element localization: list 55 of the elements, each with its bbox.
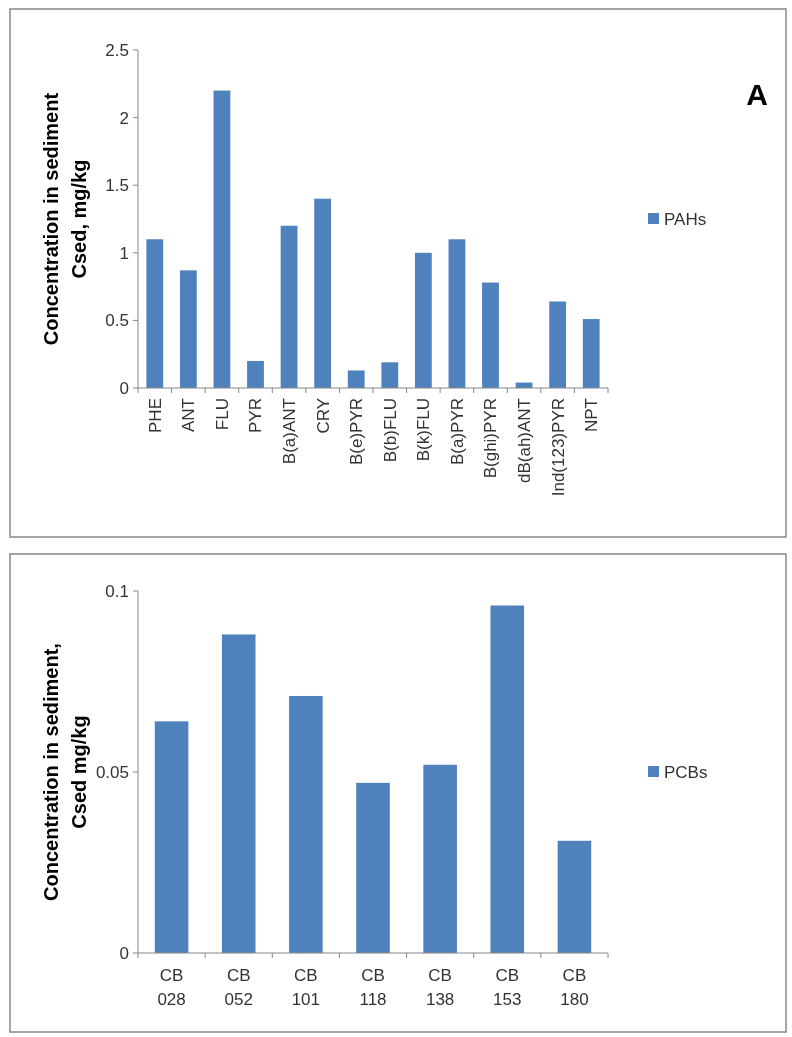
x-tick-label: B(b)FLU: [380, 398, 400, 463]
bar: [356, 782, 390, 953]
bar: [582, 319, 600, 388]
bar: [179, 270, 197, 388]
x-tick-label: CB 153: [493, 966, 522, 1009]
bar: [557, 840, 592, 953]
x-tick-label: B(k)FLU: [414, 398, 434, 462]
y-tick-label: 1: [119, 243, 129, 263]
y-tick-label: 0: [119, 378, 129, 398]
x-tick-label: B(a)ANT: [280, 398, 300, 465]
y-axis-title: Concentration in sediment Csed, mg/kg: [40, 92, 90, 346]
x-tick-label: CB 101: [291, 966, 321, 1009]
bar: [448, 239, 466, 388]
x-tick-label: Ind(123)PYR: [548, 398, 568, 497]
x-tick-label: CB 138: [425, 966, 455, 1009]
x-tick-label: PYR: [246, 398, 266, 433]
x-tick-label: CB 028: [157, 966, 186, 1009]
bar: [414, 252, 432, 388]
bar: [381, 362, 399, 388]
x-tick-label: PHE: [145, 398, 165, 433]
y-tick-label: 0.05: [95, 762, 129, 782]
x-tick-label: B(ghi)PYR: [481, 398, 501, 479]
bar: [154, 721, 189, 953]
bar: [221, 634, 256, 953]
y-tick-label: 2: [119, 108, 129, 128]
x-tick-label: CB 118: [359, 966, 387, 1009]
bar: [247, 360, 264, 388]
y-tick-label: 1.5: [105, 176, 129, 196]
bar: [549, 301, 567, 388]
x-tick-label: CRY: [313, 398, 333, 434]
y-axis-title: Concentration in sediment, Csed mg/kg: [40, 643, 90, 901]
x-tick-label: NPT: [582, 398, 602, 432]
bar: [146, 239, 164, 388]
x-tick-label: FLU: [212, 398, 232, 431]
x-tick-label: ANT: [179, 398, 199, 432]
bar: [490, 605, 525, 953]
y-tick-label: 0.1: [105, 581, 129, 601]
bar: [280, 225, 298, 388]
bar: [314, 198, 332, 388]
x-tick-label: B(e)PYR: [347, 398, 367, 466]
legend-label: PCBs: [664, 762, 708, 782]
y-tick-label: 2.5: [105, 40, 129, 60]
y-tick-label: 0: [119, 943, 129, 963]
x-tick-label: CB 052: [224, 966, 253, 1009]
x-tick-label: CB 180: [560, 966, 589, 1009]
legend-label: PAHs: [664, 209, 707, 229]
bar: [213, 90, 231, 388]
text: A: [746, 78, 768, 111]
bar: [347, 370, 365, 388]
x-tick-label: B(a)PYR: [447, 398, 467, 466]
bar: [482, 282, 499, 388]
bar: [423, 764, 457, 953]
y-tick-label: 0.5: [105, 311, 129, 331]
bar: [289, 695, 323, 953]
x-tick-label: dB(ah)ANT: [515, 398, 535, 484]
